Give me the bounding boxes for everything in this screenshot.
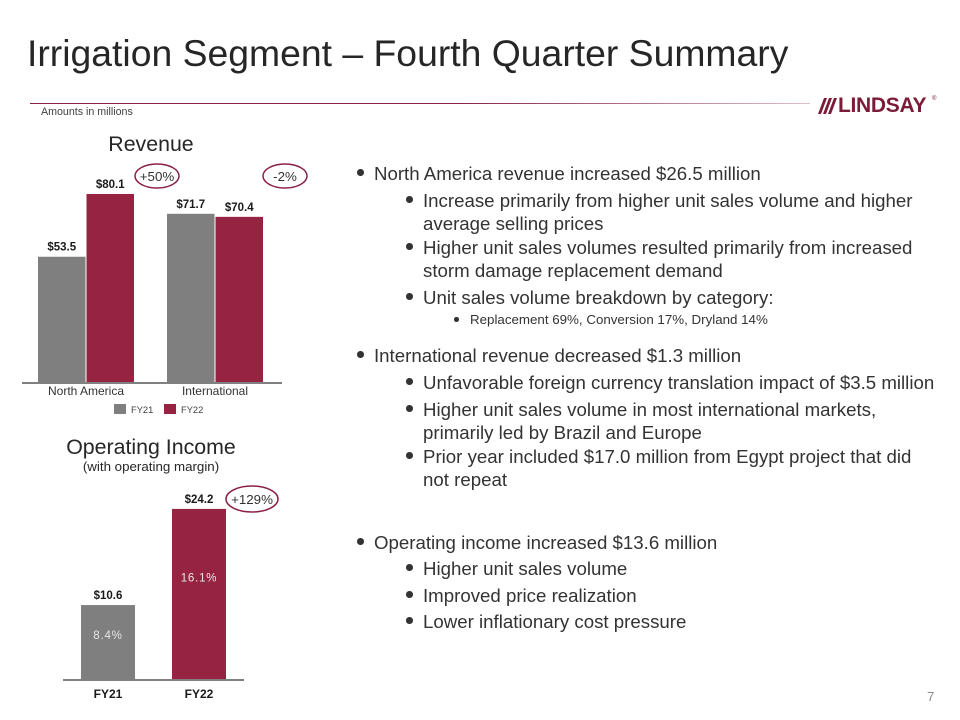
- bullet-text: Operating income increased $13.6 million: [374, 532, 718, 553]
- company-logo: LINDSAY ®: [818, 95, 943, 117]
- legend-label-fy21: FY21: [131, 405, 153, 415]
- bar-international-fy22: [215, 216, 263, 383]
- bullet-marker: [406, 591, 413, 598]
- bullet-marker: [406, 405, 413, 412]
- operating-income-chart: Operating Income (with operating margin)…: [63, 435, 279, 701]
- data-label-north-america-fy22: $80.1: [96, 179, 125, 191]
- bar-international-fy21: [167, 213, 215, 383]
- sub-bullet-text: Higher unit sales volumes resulted prima…: [423, 236, 912, 282]
- registered-mark: ®: [932, 96, 937, 102]
- legend-swatch-fy21: [114, 404, 126, 414]
- sub-bullet: Unit sales volume breakdown by category:: [406, 286, 774, 309]
- bullet-marker: [406, 196, 413, 203]
- text-line: Lower inflationary cost pressure: [423, 611, 687, 632]
- change-annotation-label: +129%: [231, 492, 273, 507]
- bullet-text: North America revenue increased $26.5 mi…: [374, 163, 761, 184]
- sub-bullet-text: Increase primarily from higher unit sale…: [423, 189, 912, 235]
- data-label-north-america-fy21: $53.5: [47, 242, 76, 254]
- category-label-fy22: FY22: [185, 687, 214, 701]
- units-note: Amounts in millions: [41, 106, 133, 118]
- text-line: Unfavorable foreign currency translation…: [423, 372, 935, 393]
- bullet-marker: [454, 317, 459, 322]
- data-label-international-fy22: $70.4: [225, 202, 254, 214]
- sub-sub-bullet-text: Replacement 69%, Conversion 17%, Dryland…: [470, 312, 768, 327]
- bullet-international-revenue: International revenue decreased $1.3 mil…: [357, 344, 741, 367]
- bullet-marker: [406, 243, 413, 250]
- logo-wordmark: LINDSAY: [838, 94, 927, 117]
- sub-bullet-text: Improved price realization: [423, 584, 637, 607]
- text-line: Prior year included $17.0 million from E…: [423, 446, 912, 467]
- bullet-marker: [357, 169, 364, 176]
- sub-bullet-text: Higher unit sales volume in most interna…: [423, 398, 876, 444]
- category-label-international: International: [182, 384, 248, 398]
- bar-fy21: [81, 605, 135, 680]
- sub-bullet: Higher unit sales volume in most interna…: [406, 398, 876, 444]
- title-divider: [30, 103, 810, 104]
- sub-bullet: Prior year included $17.0 million from E…: [406, 445, 911, 491]
- text-line: Higher unit sales volume in most interna…: [423, 399, 877, 420]
- sub-bullet: Higher unit sales volume: [406, 557, 627, 580]
- margin-label-fy22: 16.1%: [181, 572, 218, 584]
- text-line: not repeat: [423, 469, 508, 490]
- bar-north-america-fy22: [86, 193, 134, 383]
- change-annotation-ring: [225, 485, 279, 513]
- revenue-chart: Revenue +50% -2% $53.5 $80.1 $71.7 $70.4…: [22, 132, 308, 415]
- legend-label-fy22: FY22: [181, 405, 203, 415]
- change-annotation-label: +50%: [140, 169, 175, 184]
- category-label-fy21: FY21: [94, 687, 123, 701]
- chart-title: Revenue: [108, 132, 193, 156]
- sub-bullet-text: Unfavorable foreign currency translation…: [423, 371, 934, 394]
- bar-fy22: [172, 508, 226, 680]
- data-label-fy22: $24.2: [185, 494, 214, 506]
- bullet-marker: [406, 293, 413, 300]
- sub-bullet: Higher unit sales volumes resulted prima…: [406, 236, 912, 282]
- page-number: 7: [927, 689, 935, 704]
- text-line: Higher unit sales volume: [423, 558, 628, 579]
- slide-title: Irrigation Segment – Fourth Quarter Summ…: [27, 32, 789, 74]
- bullet-marker: [406, 378, 413, 385]
- data-label-fy21: $10.6: [94, 590, 123, 602]
- bullet-operating-income: Operating income increased $13.6 million: [357, 531, 717, 554]
- bullet-marker: [406, 617, 413, 624]
- sub-bullet-text: Lower inflationary cost pressure: [423, 610, 686, 633]
- sub-bullet: Lower inflationary cost pressure: [406, 610, 686, 633]
- data-label-international-fy21: $71.7: [176, 199, 205, 211]
- bar-north-america-fy21: [38, 256, 86, 383]
- sub-bullet: Increase primarily from higher unit sale…: [406, 189, 912, 235]
- text-line: Unit sales volume breakdown by category:: [423, 287, 774, 308]
- margin-label-fy21: 8.4%: [93, 630, 122, 642]
- change-annotation-ring: [134, 163, 180, 189]
- legend-swatch-fy22: [164, 404, 176, 414]
- bullet-north-america-revenue: North America revenue increased $26.5 mi…: [357, 162, 761, 185]
- bullet-marker: [357, 351, 364, 358]
- change-annotation-label: -2%: [273, 169, 297, 184]
- logo-stripes-icon: [818, 98, 837, 114]
- change-annotation-ring: [262, 163, 308, 189]
- chart-subtitle: (with operating margin): [83, 459, 219, 474]
- sub-bullet: Improved price realization: [406, 584, 637, 607]
- text-line: storm damage replacement demand: [423, 260, 723, 281]
- sub-bullet: Unfavorable foreign currency translation…: [406, 371, 934, 394]
- bullet-text: International revenue decreased $1.3 mil…: [374, 345, 742, 366]
- chart-title: Operating Income: [66, 435, 236, 459]
- text-line: Increase primarily from higher unit sale…: [423, 190, 913, 211]
- sub-bullet-text: Higher unit sales volume: [423, 557, 627, 580]
- sub-sub-bullet: Replacement 69%, Conversion 17%, Dryland…: [454, 312, 768, 328]
- bullet-marker: [406, 452, 413, 459]
- text-line: Higher unit sales volumes resulted prima…: [423, 237, 913, 258]
- text-line: average selling prices: [423, 213, 604, 234]
- bullet-marker: [357, 538, 364, 545]
- sub-bullet-text: Prior year included $17.0 million from E…: [423, 445, 911, 491]
- text-line: Improved price realization: [423, 585, 637, 606]
- bullet-marker: [406, 564, 413, 571]
- sub-bullet-text: Unit sales volume breakdown by category:: [423, 286, 774, 309]
- category-label-north-america: North America: [48, 384, 124, 398]
- text-line: primarily led by Brazil and Europe: [423, 422, 702, 443]
